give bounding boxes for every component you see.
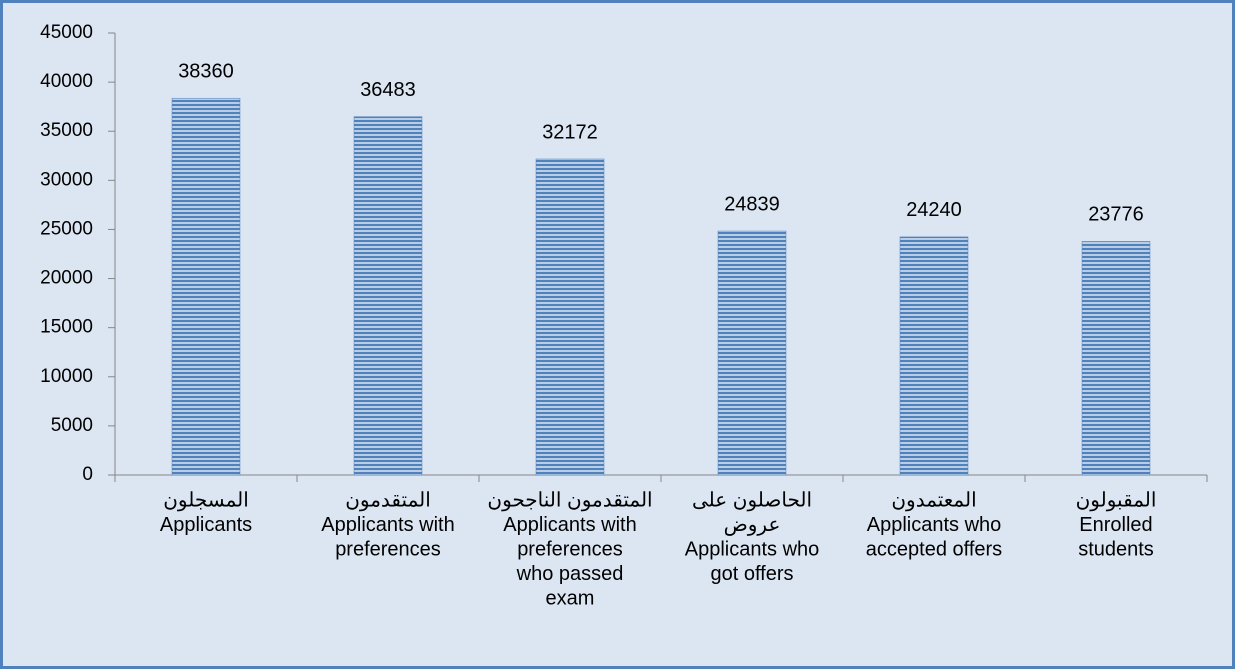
x-tick-label: الحاصلون على [692,489,812,511]
x-tick-label: students [1078,538,1154,560]
data-label: 24240 [906,199,962,221]
x-tick-label: who passed [516,563,624,585]
x-tick-label: Enrolled [1079,514,1152,536]
data-label: 36483 [360,79,416,101]
y-tick-label: 20000 [40,268,93,289]
y-tick-label: 30000 [40,169,93,190]
y-tick-label: 40000 [40,71,93,92]
data-label: 23776 [1088,204,1144,226]
x-tick-label: preferences [517,538,623,560]
data-label: 38360 [178,61,234,83]
data-label: 24839 [724,193,780,215]
x-tick-label: Applicants who [867,514,1002,536]
x-tick-label: Applicants with [321,514,454,536]
bar [535,158,605,476]
x-tick-label: Applicants with [503,514,636,536]
x-tick-label: accepted offers [866,538,1002,560]
x-tick-label: عروض [724,514,781,536]
y-tick-label: 45000 [40,22,93,43]
bar [717,230,787,476]
bar [1081,241,1151,476]
y-tick-label: 35000 [40,120,93,141]
x-tick-label: preferences [335,538,441,560]
x-tick-label: المعتمدون [891,489,976,511]
x-tick-label: المتقدمون [345,489,431,511]
x-tick-label: Applicants who [685,538,820,560]
bar [353,116,423,476]
bar [171,97,241,476]
bar [899,236,969,476]
y-tick-label: 5000 [51,415,93,436]
y-tick-label: 25000 [40,218,93,239]
y-tick-label: 15000 [40,317,93,338]
x-tick-label: المقبولون [1076,489,1157,511]
x-tick-label: got offers [710,563,793,585]
x-tick-label: المسجلون [163,489,249,511]
x-tick-label: Applicants [160,514,252,536]
y-tick-label: 10000 [40,366,93,387]
x-tick-label: المتقدمون الناجحون [487,489,652,511]
y-tick-label: 0 [82,464,93,485]
x-tick-label: exam [546,587,595,609]
data-label: 32172 [542,121,598,143]
